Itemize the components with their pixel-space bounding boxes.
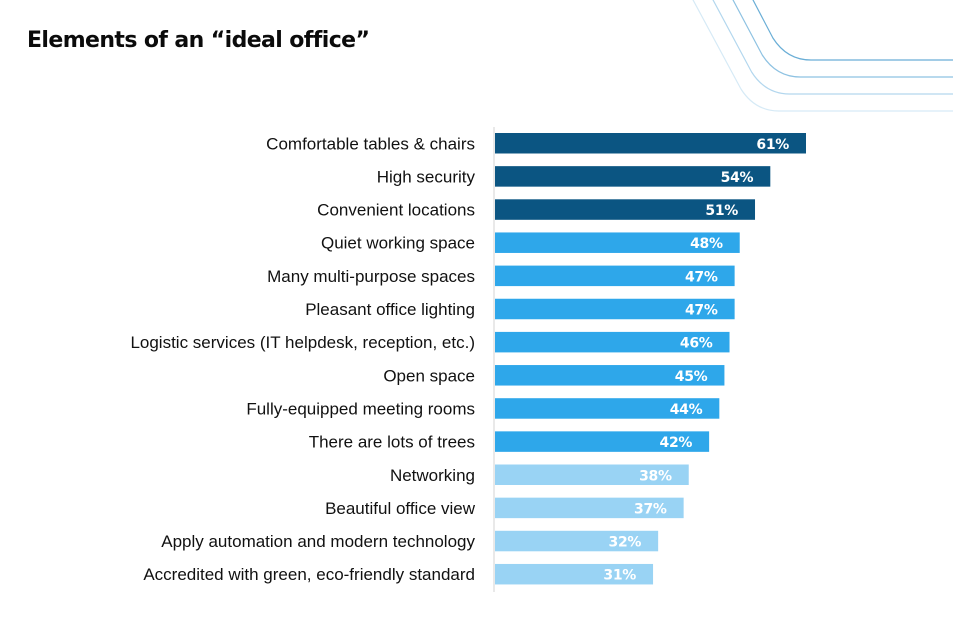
bar-row: Many multi-purpose spaces 47% <box>267 265 735 287</box>
category-label: Quiet working space <box>321 234 475 253</box>
bar-row: There are lots of trees 42% <box>309 431 710 452</box>
bar <box>495 497 684 519</box>
bar <box>495 365 725 386</box>
bar-row: Open space 45% <box>383 365 725 386</box>
category-label: Fully-equipped meeting rooms <box>246 399 475 418</box>
category-label: Many multi-purpose spaces <box>267 267 475 286</box>
bar-row: Fully-equipped meeting rooms 44% <box>246 398 720 419</box>
value-label: 31% <box>603 568 636 584</box>
bar-row: Pleasant office lighting 47% <box>305 298 735 320</box>
value-label: 54% <box>721 170 754 186</box>
category-label: Beautiful office view <box>325 499 476 518</box>
chart-title: Elements of an “ideal office” <box>27 28 370 53</box>
category-label: Networking <box>390 466 475 485</box>
bar-row: Logistic services (IT helpdesk, receptio… <box>130 331 730 353</box>
bar-row: Accredited with green, eco-friendly stan… <box>143 563 654 585</box>
category-label: Open space <box>383 366 475 385</box>
value-label: 46% <box>680 336 713 352</box>
category-label: Logistic services (IT helpdesk, receptio… <box>130 333 475 352</box>
bar <box>495 133 806 154</box>
category-label: Comfortable tables & chairs <box>266 134 475 153</box>
category-label: Accredited with green, eco-friendly stan… <box>143 565 475 584</box>
bar <box>495 530 659 552</box>
bar-row: High security 54% <box>377 166 771 187</box>
decorative-curve-line <box>732 0 953 78</box>
bar <box>495 265 735 287</box>
category-label: There are lots of trees <box>309 433 475 452</box>
value-label: 51% <box>705 203 738 219</box>
bar-row: Beautiful office view 37% <box>325 497 684 519</box>
bar <box>495 166 771 187</box>
category-label: Convenient locations <box>317 201 475 220</box>
value-label: 47% <box>685 269 718 285</box>
value-label: 42% <box>660 435 693 451</box>
bar <box>495 431 710 452</box>
value-label: 45% <box>675 369 708 385</box>
value-label: 61% <box>756 137 789 153</box>
bar-row: Networking 38% <box>390 464 689 485</box>
value-label: 38% <box>639 468 672 484</box>
bar-row: Apply automation and modern technology 32… <box>161 530 659 552</box>
category-label: Apply automation and modern technology <box>161 532 475 551</box>
bar <box>495 298 735 320</box>
value-label: 32% <box>609 535 642 551</box>
bar <box>495 464 689 485</box>
value-label: 37% <box>634 501 667 517</box>
category-label: High security <box>377 167 476 186</box>
bar-row: Convenient locations 51% <box>317 199 756 220</box>
bar <box>495 563 654 585</box>
bar <box>495 331 730 353</box>
value-label: 47% <box>685 303 718 319</box>
bar-row: Comfortable tables & chairs 61% <box>266 133 806 154</box>
bar-row: Quiet working space 48% <box>321 232 740 253</box>
decorative-curve-line <box>752 0 953 61</box>
bar <box>495 398 720 419</box>
decorative-curve-line <box>692 0 953 112</box>
bar <box>495 199 756 220</box>
value-label: 44% <box>670 402 703 418</box>
decorative-curve-line <box>712 0 953 95</box>
category-label: Pleasant office lighting <box>305 300 475 319</box>
value-label: 48% <box>690 236 723 252</box>
bar <box>495 232 740 253</box>
